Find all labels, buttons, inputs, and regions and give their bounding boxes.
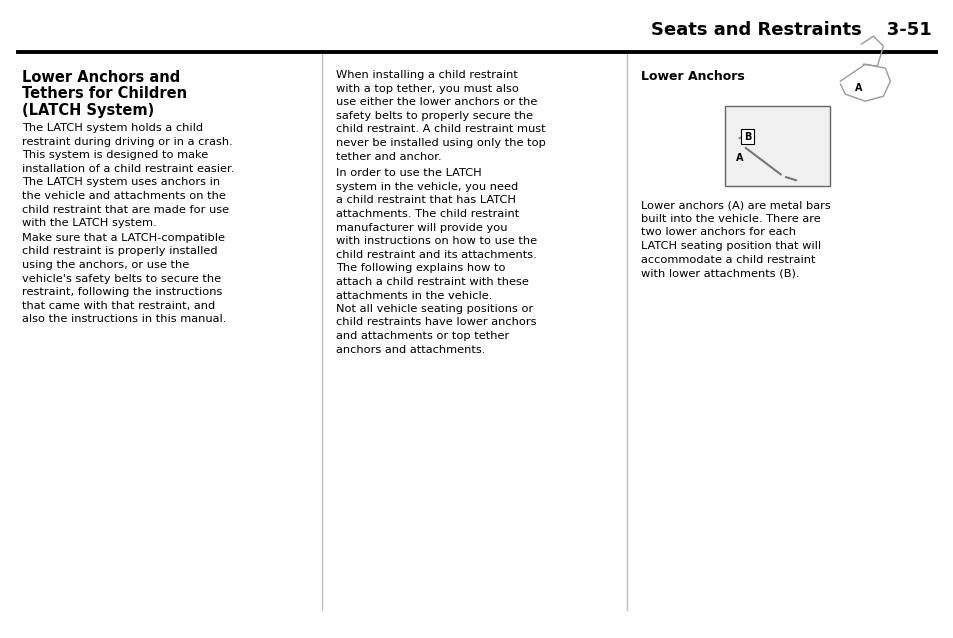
Text: A: A [735, 153, 742, 163]
Bar [724, 106, 829, 186]
Text: Lower anchors (A) are metal bars
built into the vehicle. There are
two lower anc: Lower anchors (A) are metal bars built i… [640, 200, 830, 278]
Text: B: B [743, 131, 750, 142]
Text: When installing a child restraint
with a top tether, you must also
use either th: When installing a child restraint with a… [335, 70, 545, 161]
Text: A: A [854, 83, 862, 93]
Text: The LATCH system holds a child
restraint during driving or in a crash.
This syst: The LATCH system holds a child restraint… [22, 123, 234, 228]
Text: (LATCH System): (LATCH System) [22, 103, 154, 117]
Text: Not all vehicle seating positions or
child restraints have lower anchors
and att: Not all vehicle seating positions or chi… [335, 304, 536, 355]
Text: Make sure that a LATCH-compatible
child restraint is properly installed
using th: Make sure that a LATCH-compatible child … [22, 233, 226, 324]
Text: Lower Anchors and: Lower Anchors and [22, 70, 180, 85]
Text: Seats and Restraints    3-51: Seats and Restraints 3-51 [651, 21, 931, 39]
Text: In order to use the LATCH
system in the vehicle, you need
a child restraint that: In order to use the LATCH system in the … [335, 168, 537, 300]
Text: Tethers for Children: Tethers for Children [22, 86, 187, 101]
Text: Lower Anchors: Lower Anchors [640, 70, 744, 83]
